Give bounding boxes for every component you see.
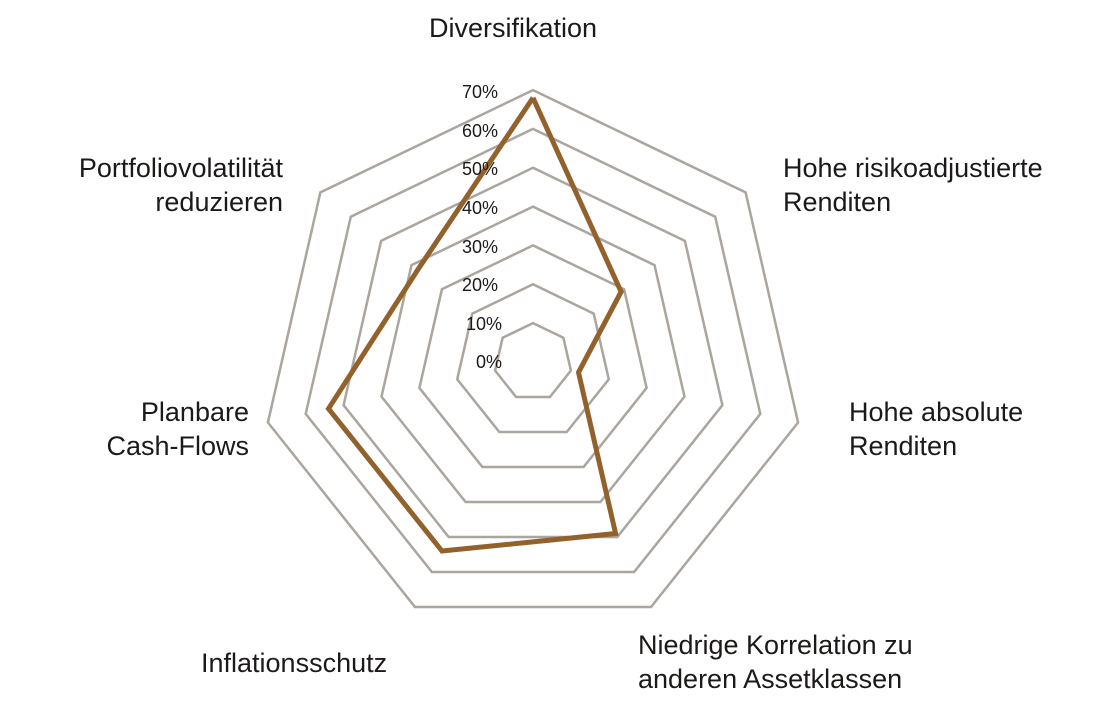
tick-label-70: 70%	[462, 82, 498, 102]
axis-label-planbare-cash-flows: Planbare Cash-Flows	[106, 397, 249, 461]
grid-ring-70	[266, 88, 800, 609]
axis-label-portfoliovolatilitaet: Portfoliovolatilität reduzieren	[78, 153, 283, 217]
tick-label-10: 10%	[466, 314, 502, 334]
tick-label-60: 60%	[462, 121, 498, 141]
tick-label-20: 20%	[462, 275, 498, 295]
grid-ring-20	[455, 282, 611, 434]
grid-ring-50	[342, 166, 724, 539]
axis-label-risikoadjustierte-renditen: Hohe risikoadjustierte Renditen	[783, 153, 1043, 217]
axis-label-niedrige-korrelation: Niedrige Korrelation zu anderen Assetkla…	[638, 630, 913, 694]
axis-label-diversifikation: Diversifikation	[429, 13, 598, 43]
grid-ring-60	[304, 127, 762, 574]
grid-ring-10	[493, 321, 573, 399]
radial-tick-labels: 70% 60% 50% 40% 30% 20% 10% 0%	[462, 82, 502, 372]
data-series-line	[325, 96, 624, 554]
tick-label-0: 0%	[476, 352, 502, 372]
tick-label-30: 30%	[462, 237, 498, 257]
radar-grid	[266, 88, 800, 609]
axis-label-absolute-renditen: Hohe absolute Renditen	[849, 397, 1024, 461]
axis-label-inflationsschutz: Inflationsschutz	[201, 648, 388, 678]
grid-ring-30	[418, 244, 648, 469]
tick-label-40: 40%	[462, 198, 498, 218]
tick-label-50: 50%	[462, 159, 498, 179]
